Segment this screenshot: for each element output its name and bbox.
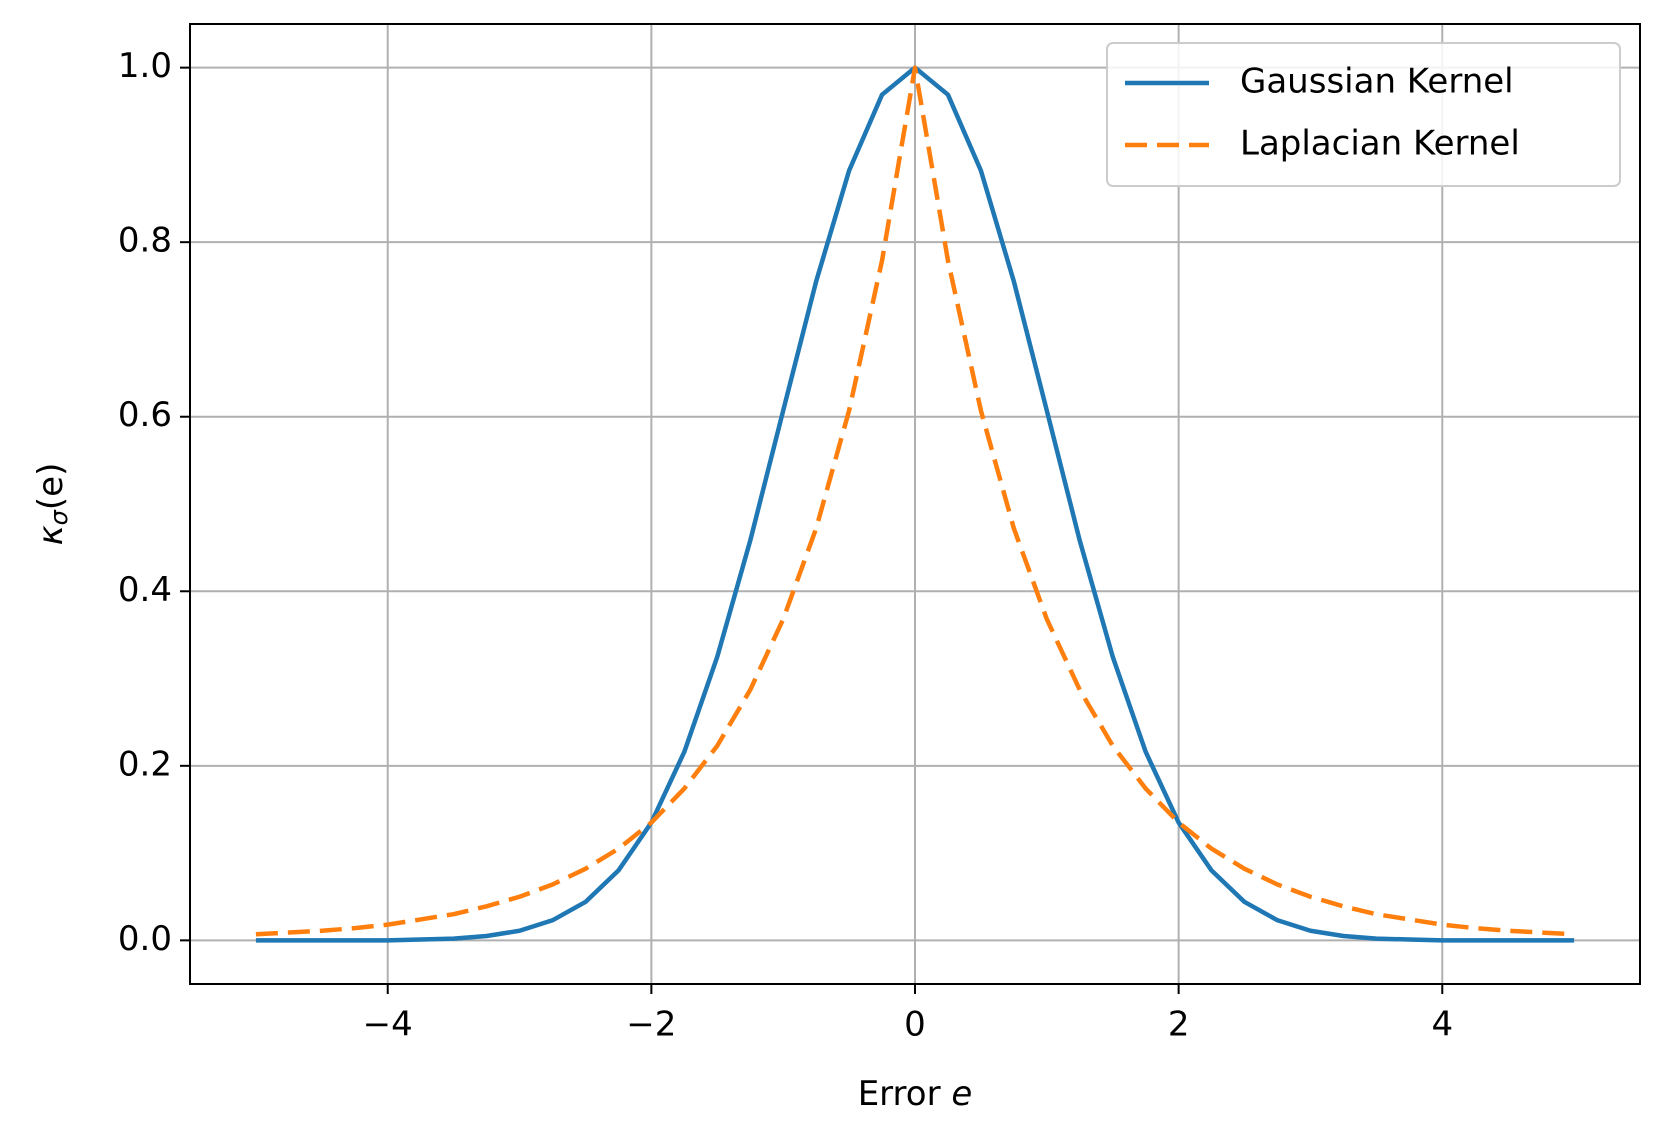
x-tick-label: 2 bbox=[1168, 1005, 1190, 1045]
x-axis-label: Error e bbox=[858, 1074, 973, 1114]
y-label-subscript: σ bbox=[45, 509, 73, 525]
legend-label: Gaussian Kernel bbox=[1240, 62, 1514, 102]
y-tick-label: 1.0 bbox=[118, 46, 172, 86]
y-label-symbol: κ bbox=[31, 525, 71, 545]
y-tick-label: 0.0 bbox=[118, 919, 172, 959]
y-tick-label: 0.8 bbox=[118, 221, 172, 261]
legend: Gaussian Kernel Laplacian Kernel bbox=[1106, 42, 1621, 187]
y-tick-label: 0.4 bbox=[118, 570, 172, 610]
x-tick-label: −2 bbox=[626, 1005, 676, 1045]
y-tick-label: 0.6 bbox=[118, 395, 172, 435]
series-line bbox=[255, 65, 1575, 937]
y-tick-label: 0.2 bbox=[118, 744, 172, 784]
legend-label: Laplacian Kernel bbox=[1240, 124, 1520, 164]
x-tick-label: 4 bbox=[1431, 1005, 1453, 1045]
x-label-text: Error bbox=[858, 1074, 941, 1114]
y-axis-label: κσ(e) bbox=[31, 463, 74, 546]
x-label-variable: e bbox=[951, 1074, 972, 1114]
plot-frame bbox=[189, 23, 1641, 985]
legend-box bbox=[1106, 42, 1621, 187]
x-tick-label: −4 bbox=[363, 1005, 413, 1045]
x-tick-label: 0 bbox=[904, 1005, 926, 1045]
y-label-argument: (e) bbox=[31, 463, 71, 510]
